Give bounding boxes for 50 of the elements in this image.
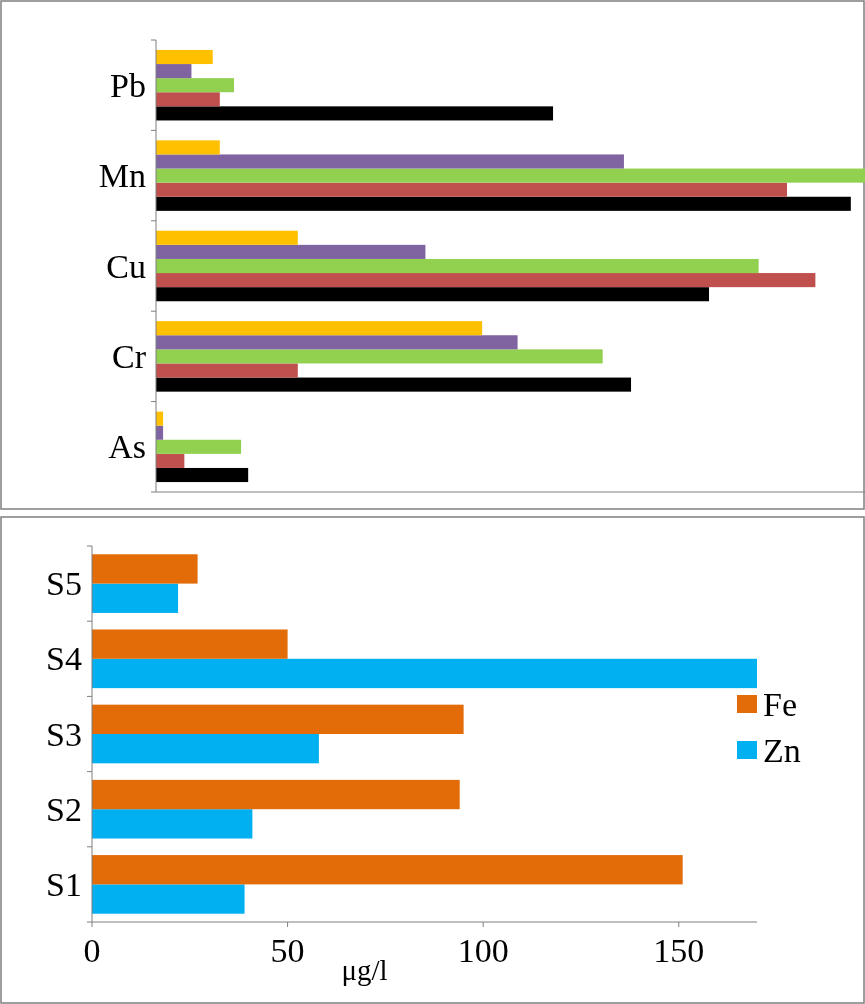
bar bbox=[156, 335, 518, 350]
legend-label: Zn bbox=[763, 731, 801, 769]
bar bbox=[156, 182, 788, 197]
bar bbox=[156, 453, 185, 468]
bar bbox=[92, 629, 288, 659]
x-tick-label: 0 bbox=[83, 932, 101, 969]
bar bbox=[92, 855, 683, 885]
bar bbox=[156, 230, 298, 245]
y-tick-label: S5 bbox=[46, 565, 82, 603]
bar bbox=[156, 363, 298, 378]
bar bbox=[156, 92, 220, 107]
y-tick-label: S1 bbox=[46, 865, 82, 903]
bar bbox=[156, 78, 234, 93]
y-tick-label: S3 bbox=[46, 715, 82, 753]
bar bbox=[156, 49, 213, 65]
bar bbox=[156, 287, 710, 302]
bar bbox=[92, 658, 757, 689]
bar bbox=[156, 154, 624, 169]
y-tick-label: Cr bbox=[112, 337, 147, 375]
bar bbox=[92, 884, 245, 914]
y-tick-label: Cu bbox=[106, 247, 146, 285]
y-tick-label: Pb bbox=[110, 66, 146, 104]
bar bbox=[92, 554, 198, 584]
x-tick-label: 100 bbox=[457, 932, 509, 969]
bar bbox=[156, 244, 426, 259]
bar bbox=[156, 64, 192, 79]
x-axis-title: μg/l bbox=[341, 954, 388, 986]
bar bbox=[156, 106, 554, 121]
x-tick-label: 50 bbox=[270, 932, 305, 969]
x-tick-label: 150 bbox=[653, 932, 705, 969]
y-tick-label: S4 bbox=[46, 640, 82, 678]
bar bbox=[156, 140, 220, 155]
bar bbox=[92, 583, 179, 613]
bar bbox=[156, 321, 483, 336]
bar bbox=[92, 779, 460, 810]
bar bbox=[156, 196, 851, 211]
bar bbox=[156, 467, 249, 483]
y-tick-label: S2 bbox=[46, 790, 82, 828]
bar bbox=[156, 377, 632, 392]
y-tick-label: Mn bbox=[98, 157, 146, 195]
bar bbox=[92, 734, 319, 764]
bar bbox=[156, 258, 759, 274]
bar bbox=[92, 704, 464, 734]
y-tick-label: As bbox=[108, 428, 146, 466]
legend-label: Fe bbox=[763, 685, 797, 723]
bar bbox=[156, 439, 242, 454]
bar bbox=[156, 168, 865, 183]
bar bbox=[156, 349, 603, 364]
bar bbox=[92, 809, 253, 839]
bar bbox=[156, 273, 816, 288]
